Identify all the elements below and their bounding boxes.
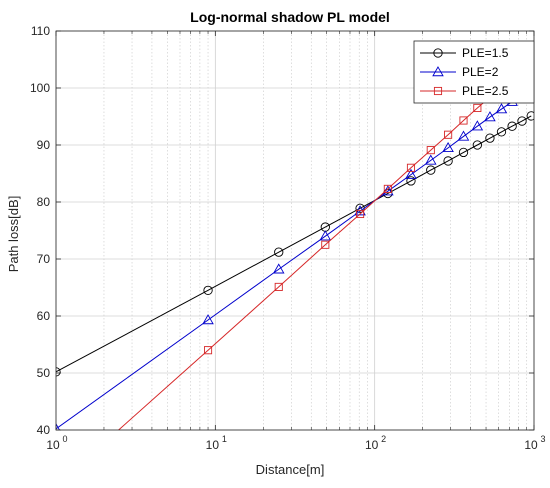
plot-frame <box>55 30 535 431</box>
legend-item: PLE=2.5 <box>420 84 509 98</box>
y-tick-label: 110 <box>31 24 50 38</box>
x-tick-base: 10 <box>524 438 538 452</box>
data-point <box>56 367 61 377</box>
legend-label: PLE=2.5 <box>462 84 509 98</box>
legend-marker <box>433 86 443 96</box>
x-tick-exponent: 2 <box>381 434 386 444</box>
legend-item: PLE=2 <box>420 65 499 79</box>
legend-marker <box>433 48 443 58</box>
x-tick-exponent: 0 <box>62 434 67 444</box>
x-tick-base: 10 <box>365 438 379 452</box>
data-point <box>319 230 332 241</box>
data-point <box>56 422 61 430</box>
data-point <box>473 103 482 112</box>
data-point <box>356 209 365 219</box>
y-tick-label: 90 <box>37 138 51 152</box>
data-point <box>444 130 453 139</box>
data-point <box>457 130 470 141</box>
data-point <box>517 116 527 126</box>
x-tick-exponent: 3 <box>540 434 545 444</box>
legend-marker <box>432 66 444 77</box>
y-tick-label: 70 <box>37 252 51 266</box>
legend-label: PLE=2 <box>462 65 499 79</box>
x-tick-base: 10 <box>46 438 60 452</box>
data-point <box>425 154 437 165</box>
data-point <box>274 247 284 257</box>
x-tick-label: 10 0 <box>46 434 67 452</box>
data-point <box>485 133 495 143</box>
series-line <box>56 115 532 373</box>
data-point <box>203 346 213 355</box>
y-axis-label: Path loss[dB] <box>6 196 21 273</box>
x-tick-label: 10 3 <box>524 434 545 452</box>
data-point <box>495 103 508 114</box>
data-point <box>507 121 517 131</box>
series-layer <box>56 56 534 430</box>
legend-label: PLE=1.5 <box>462 46 509 60</box>
data-point <box>202 314 214 325</box>
x-axis-label: Distance[m] <box>256 462 325 477</box>
data-point <box>274 282 283 291</box>
data-point <box>526 111 534 121</box>
data-point <box>426 165 436 175</box>
data-point <box>406 176 416 186</box>
y-tick-label: 100 <box>30 81 50 95</box>
data-point <box>443 156 453 166</box>
y-tick-label: 80 <box>37 195 51 209</box>
y-tick-label: 60 <box>37 309 51 323</box>
data-point <box>406 163 416 172</box>
data-point <box>442 141 454 153</box>
data-point <box>471 120 484 131</box>
legend-item: PLE=1.5 <box>420 46 509 60</box>
x-tick-base: 10 <box>206 438 220 452</box>
data-point <box>383 184 392 193</box>
data-point <box>472 140 482 150</box>
legend: PLE=1.5 PLE=2 PLE=2.5 <box>413 40 535 104</box>
data-point <box>426 146 435 155</box>
data-point <box>484 111 496 122</box>
data-point <box>405 168 417 179</box>
x-tick-label: 10 2 <box>365 434 386 452</box>
y-tick-label: 40 <box>37 423 51 437</box>
x-tick-label: 10 1 <box>206 434 227 452</box>
chart-title: Log-normal shadow PL model <box>190 9 390 25</box>
series-1 <box>56 111 534 377</box>
data-point <box>458 147 469 158</box>
data-point <box>496 127 507 137</box>
data-point <box>321 240 330 249</box>
data-point <box>459 116 468 125</box>
data-point <box>203 285 213 295</box>
data-point <box>272 263 285 274</box>
x-tick-exponent: 1 <box>222 434 227 444</box>
y-tick-label: 50 <box>37 366 51 380</box>
